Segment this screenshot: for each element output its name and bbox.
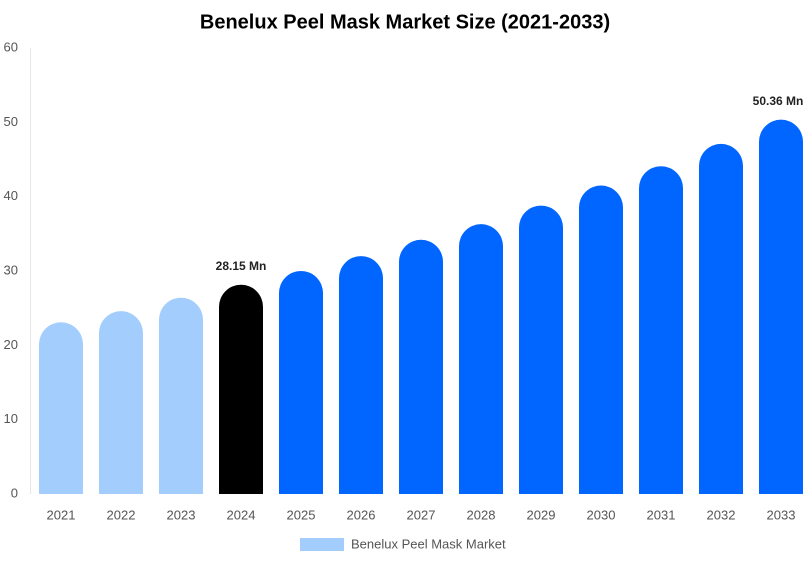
x-tick-label: 2031	[647, 507, 676, 522]
bar	[99, 311, 143, 494]
x-tick-label: 2021	[47, 507, 76, 522]
legend-swatch	[300, 538, 344, 551]
y-tick-label: 10	[4, 411, 18, 426]
bar	[579, 185, 623, 495]
bar	[639, 166, 683, 495]
x-tick-label: 2026	[347, 507, 376, 522]
bar	[699, 143, 743, 494]
y-tick-label: 30	[4, 262, 18, 277]
x-tick-label: 2027	[407, 507, 436, 522]
bar	[159, 297, 203, 494]
x-tick-label: 2030	[587, 507, 616, 522]
bar	[39, 322, 83, 494]
bar	[339, 256, 383, 494]
value-label: 50.36 Mn	[753, 94, 804, 108]
y-tick-label: 20	[4, 337, 18, 352]
bar	[399, 239, 443, 494]
value-label: 28.15 Mn	[216, 259, 267, 273]
chart-title: Benelux Peel Mask Market Size (2021-2033…	[200, 11, 610, 33]
x-tick-label: 2033	[767, 507, 796, 522]
x-tick-label: 2023	[167, 507, 196, 522]
y-tick-label: 40	[4, 188, 18, 203]
legend-label: Benelux Peel Mask Market	[351, 536, 506, 551]
x-tick-label: 2028	[467, 507, 496, 522]
bar	[459, 224, 503, 495]
bar	[219, 284, 263, 494]
y-tick-label: 60	[4, 39, 18, 54]
x-tick-label: 2029	[527, 507, 556, 522]
x-tick-label: 2032	[707, 507, 736, 522]
y-tick-label: 50	[4, 114, 18, 129]
x-tick-label: 2025	[287, 507, 316, 522]
bar	[759, 119, 803, 494]
x-tick-label: 2022	[107, 507, 136, 522]
y-tick-label: 0	[11, 485, 18, 500]
x-tick-label: 2024	[227, 507, 256, 522]
bar	[519, 205, 563, 494]
bar	[279, 271, 323, 494]
